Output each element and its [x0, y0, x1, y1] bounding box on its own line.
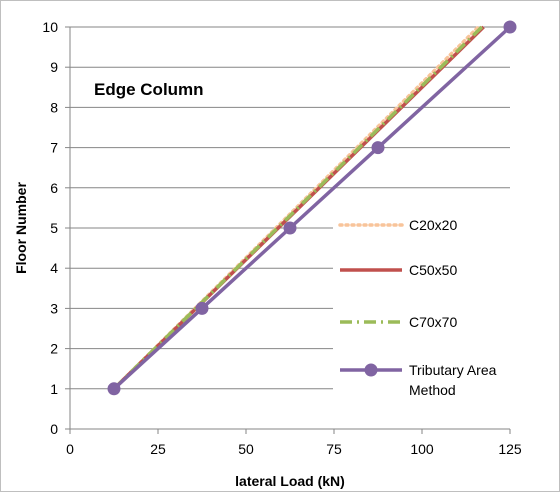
y-tick-label-2: 2 [50, 341, 58, 357]
series-3-marker-2 [284, 222, 297, 235]
x-axis-title: lateral Load (kN) [235, 473, 345, 489]
y-tick-label-1: 1 [50, 381, 58, 397]
legend-label-1: C50x50 [409, 262, 457, 278]
legend-label-3-line-1: Tributary Area [409, 362, 497, 378]
legend: C20x20 C50x50 C70x70 Tributary Area Method [333, 204, 510, 410]
chart-title: Edge Column [94, 80, 204, 99]
series-3-marker-3 [372, 141, 385, 154]
series-3-marker-1 [196, 302, 209, 315]
legend-background [333, 204, 510, 410]
x-tick-label-75: 75 [326, 441, 342, 457]
x-tick-label-100: 100 [410, 441, 434, 457]
series-3-marker-0 [108, 382, 121, 395]
y-tick-label-4: 4 [50, 260, 58, 276]
y-tick-label-6: 6 [50, 180, 58, 196]
x-tick-label-0: 0 [66, 441, 74, 457]
x-tick-label-125: 125 [498, 441, 522, 457]
series-3-marker-4 [504, 21, 517, 34]
y-tick-label-10: 10 [42, 19, 58, 35]
y-tick-label-7: 7 [50, 140, 58, 156]
x-tick-label-50: 50 [238, 441, 254, 457]
y-tick-label-8: 8 [50, 99, 58, 115]
y-axis-title: Floor Number [13, 182, 29, 274]
legend-label-3-line-2: Method [409, 382, 456, 398]
y-tick-label-0: 0 [50, 421, 58, 437]
y-tick-label-3: 3 [50, 300, 58, 316]
x-tick-label-25: 25 [150, 441, 166, 457]
y-tick-label-5: 5 [50, 220, 58, 236]
legend-label-0: C20x20 [409, 217, 457, 233]
y-tick-label-9: 9 [50, 59, 58, 75]
legend-marker-3 [365, 364, 378, 377]
legend-label-2: C70x70 [409, 314, 457, 330]
